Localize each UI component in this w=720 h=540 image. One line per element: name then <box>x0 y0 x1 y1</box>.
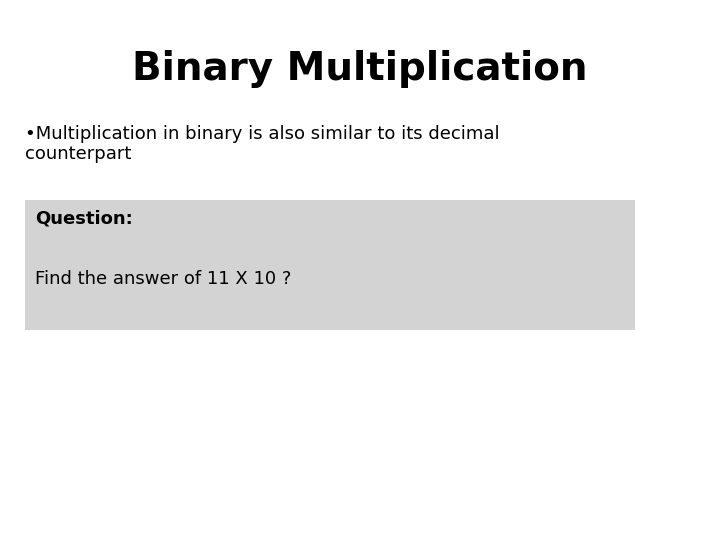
Text: counterpart: counterpart <box>25 145 131 163</box>
Text: •Multiplication in binary is also similar to its decimal: •Multiplication in binary is also simila… <box>25 125 500 143</box>
Text: Find the answer of 11 X 10 ?: Find the answer of 11 X 10 ? <box>35 270 292 288</box>
FancyBboxPatch shape <box>25 200 635 330</box>
Text: Binary Multiplication: Binary Multiplication <box>132 50 588 88</box>
Text: Question:: Question: <box>35 210 132 228</box>
